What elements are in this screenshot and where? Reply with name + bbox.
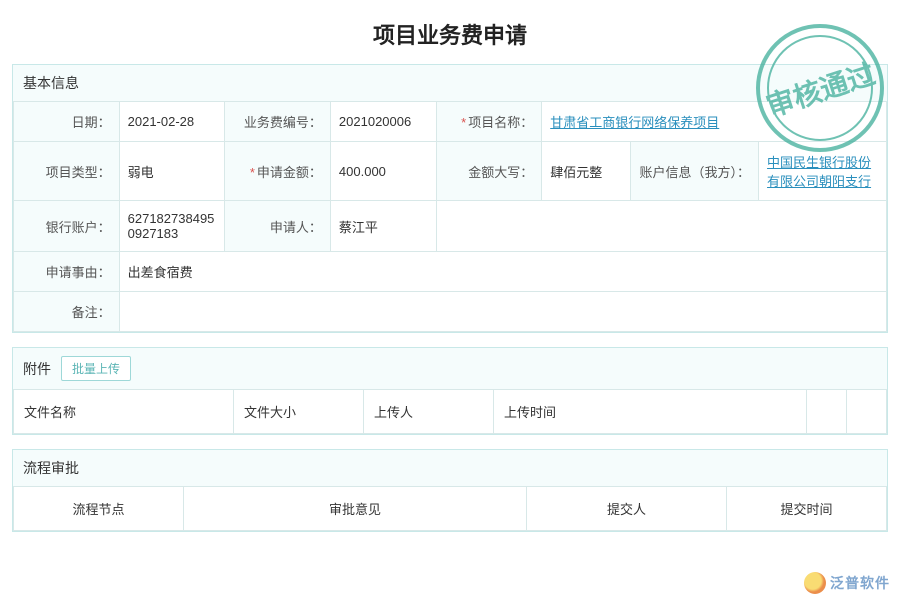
basic-info-table: 日期： 2021-02-28 业务费编号： 2021020006 *项目名称： …: [13, 101, 887, 332]
label-reason: 申请事由：: [14, 252, 120, 292]
flow-panel: 流程审批 流程节点 审批意见 提交人 提交时间: [12, 449, 888, 532]
att-col-uploader: 上传人: [364, 390, 494, 434]
flow-col-time: 提交时间: [727, 487, 887, 531]
label-applicant: 申请人：: [225, 201, 331, 252]
att-col-action2: [847, 390, 887, 434]
account-info-link[interactable]: 中国民生银行股份有限公司朝阳支行: [767, 155, 871, 189]
value-fee-no: 2021020006: [330, 102, 436, 142]
value-amount-cn: 肆佰元整: [542, 142, 631, 201]
label-amount-cn: 金额大写：: [436, 142, 542, 201]
value-bank-account: 6271827384950927183: [119, 201, 225, 252]
att-col-name: 文件名称: [14, 390, 234, 434]
attachments-table: 文件名称 文件大小 上传人 上传时间: [13, 389, 887, 434]
value-remark: [119, 292, 886, 332]
bulk-upload-button[interactable]: 批量上传: [61, 356, 131, 381]
label-project-name-text: 项目名称：: [468, 115, 533, 130]
brand-name: 泛普软件: [830, 573, 890, 593]
label-project-name: *项目名称：: [436, 102, 542, 142]
label-fee-no: 业务费编号：: [225, 102, 331, 142]
att-col-time: 上传时间: [494, 390, 807, 434]
label-remark: 备注：: [14, 292, 120, 332]
attachments-header: 附件 批量上传: [13, 348, 887, 389]
label-apply-amount-text: 申请金额：: [257, 165, 322, 180]
label-date: 日期：: [14, 102, 120, 142]
value-date: 2021-02-28: [119, 102, 225, 142]
project-name-link[interactable]: 甘肃省工商银行网络保养项目: [550, 115, 719, 130]
value-reason: 出差食宿费: [119, 252, 886, 292]
label-project-type: 项目类型：: [14, 142, 120, 201]
label-account-info: 账户信息（我方）：: [631, 142, 759, 201]
flow-table: 流程节点 审批意见 提交人 提交时间: [13, 486, 887, 531]
value-account-info[interactable]: 中国民生银行股份有限公司朝阳支行: [759, 142, 887, 201]
flow-col-node: 流程节点: [14, 487, 184, 531]
brand-logo-icon: [804, 572, 826, 594]
label-apply-amount: *申请金额：: [225, 142, 331, 201]
attachments-title: 附件: [23, 359, 51, 379]
attachments-panel: 附件 批量上传 文件名称 文件大小 上传人 上传时间: [12, 347, 888, 435]
value-project-type: 弱电: [119, 142, 225, 201]
label-bank-account: 银行账户：: [14, 201, 120, 252]
basic-info-header: 基本信息: [13, 65, 887, 101]
value-apply-amount: 400.000: [330, 142, 436, 201]
att-col-action1: [807, 390, 847, 434]
page-title: 项目业务费申请: [12, 8, 888, 64]
value-project-name[interactable]: 甘肃省工商银行网络保养项目: [542, 102, 887, 142]
flow-col-opinion: 审批意见: [184, 487, 527, 531]
flow-col-submitter: 提交人: [527, 487, 727, 531]
att-col-size: 文件大小: [234, 390, 364, 434]
value-applicant: 蔡江平: [330, 201, 436, 252]
flow-header: 流程审批: [13, 450, 887, 486]
empty-cell-1: [436, 201, 886, 252]
basic-info-panel: 基本信息 日期： 2021-02-28 业务费编号： 2021020006 *项…: [12, 64, 888, 333]
brand-watermark: 泛普软件: [804, 572, 890, 594]
